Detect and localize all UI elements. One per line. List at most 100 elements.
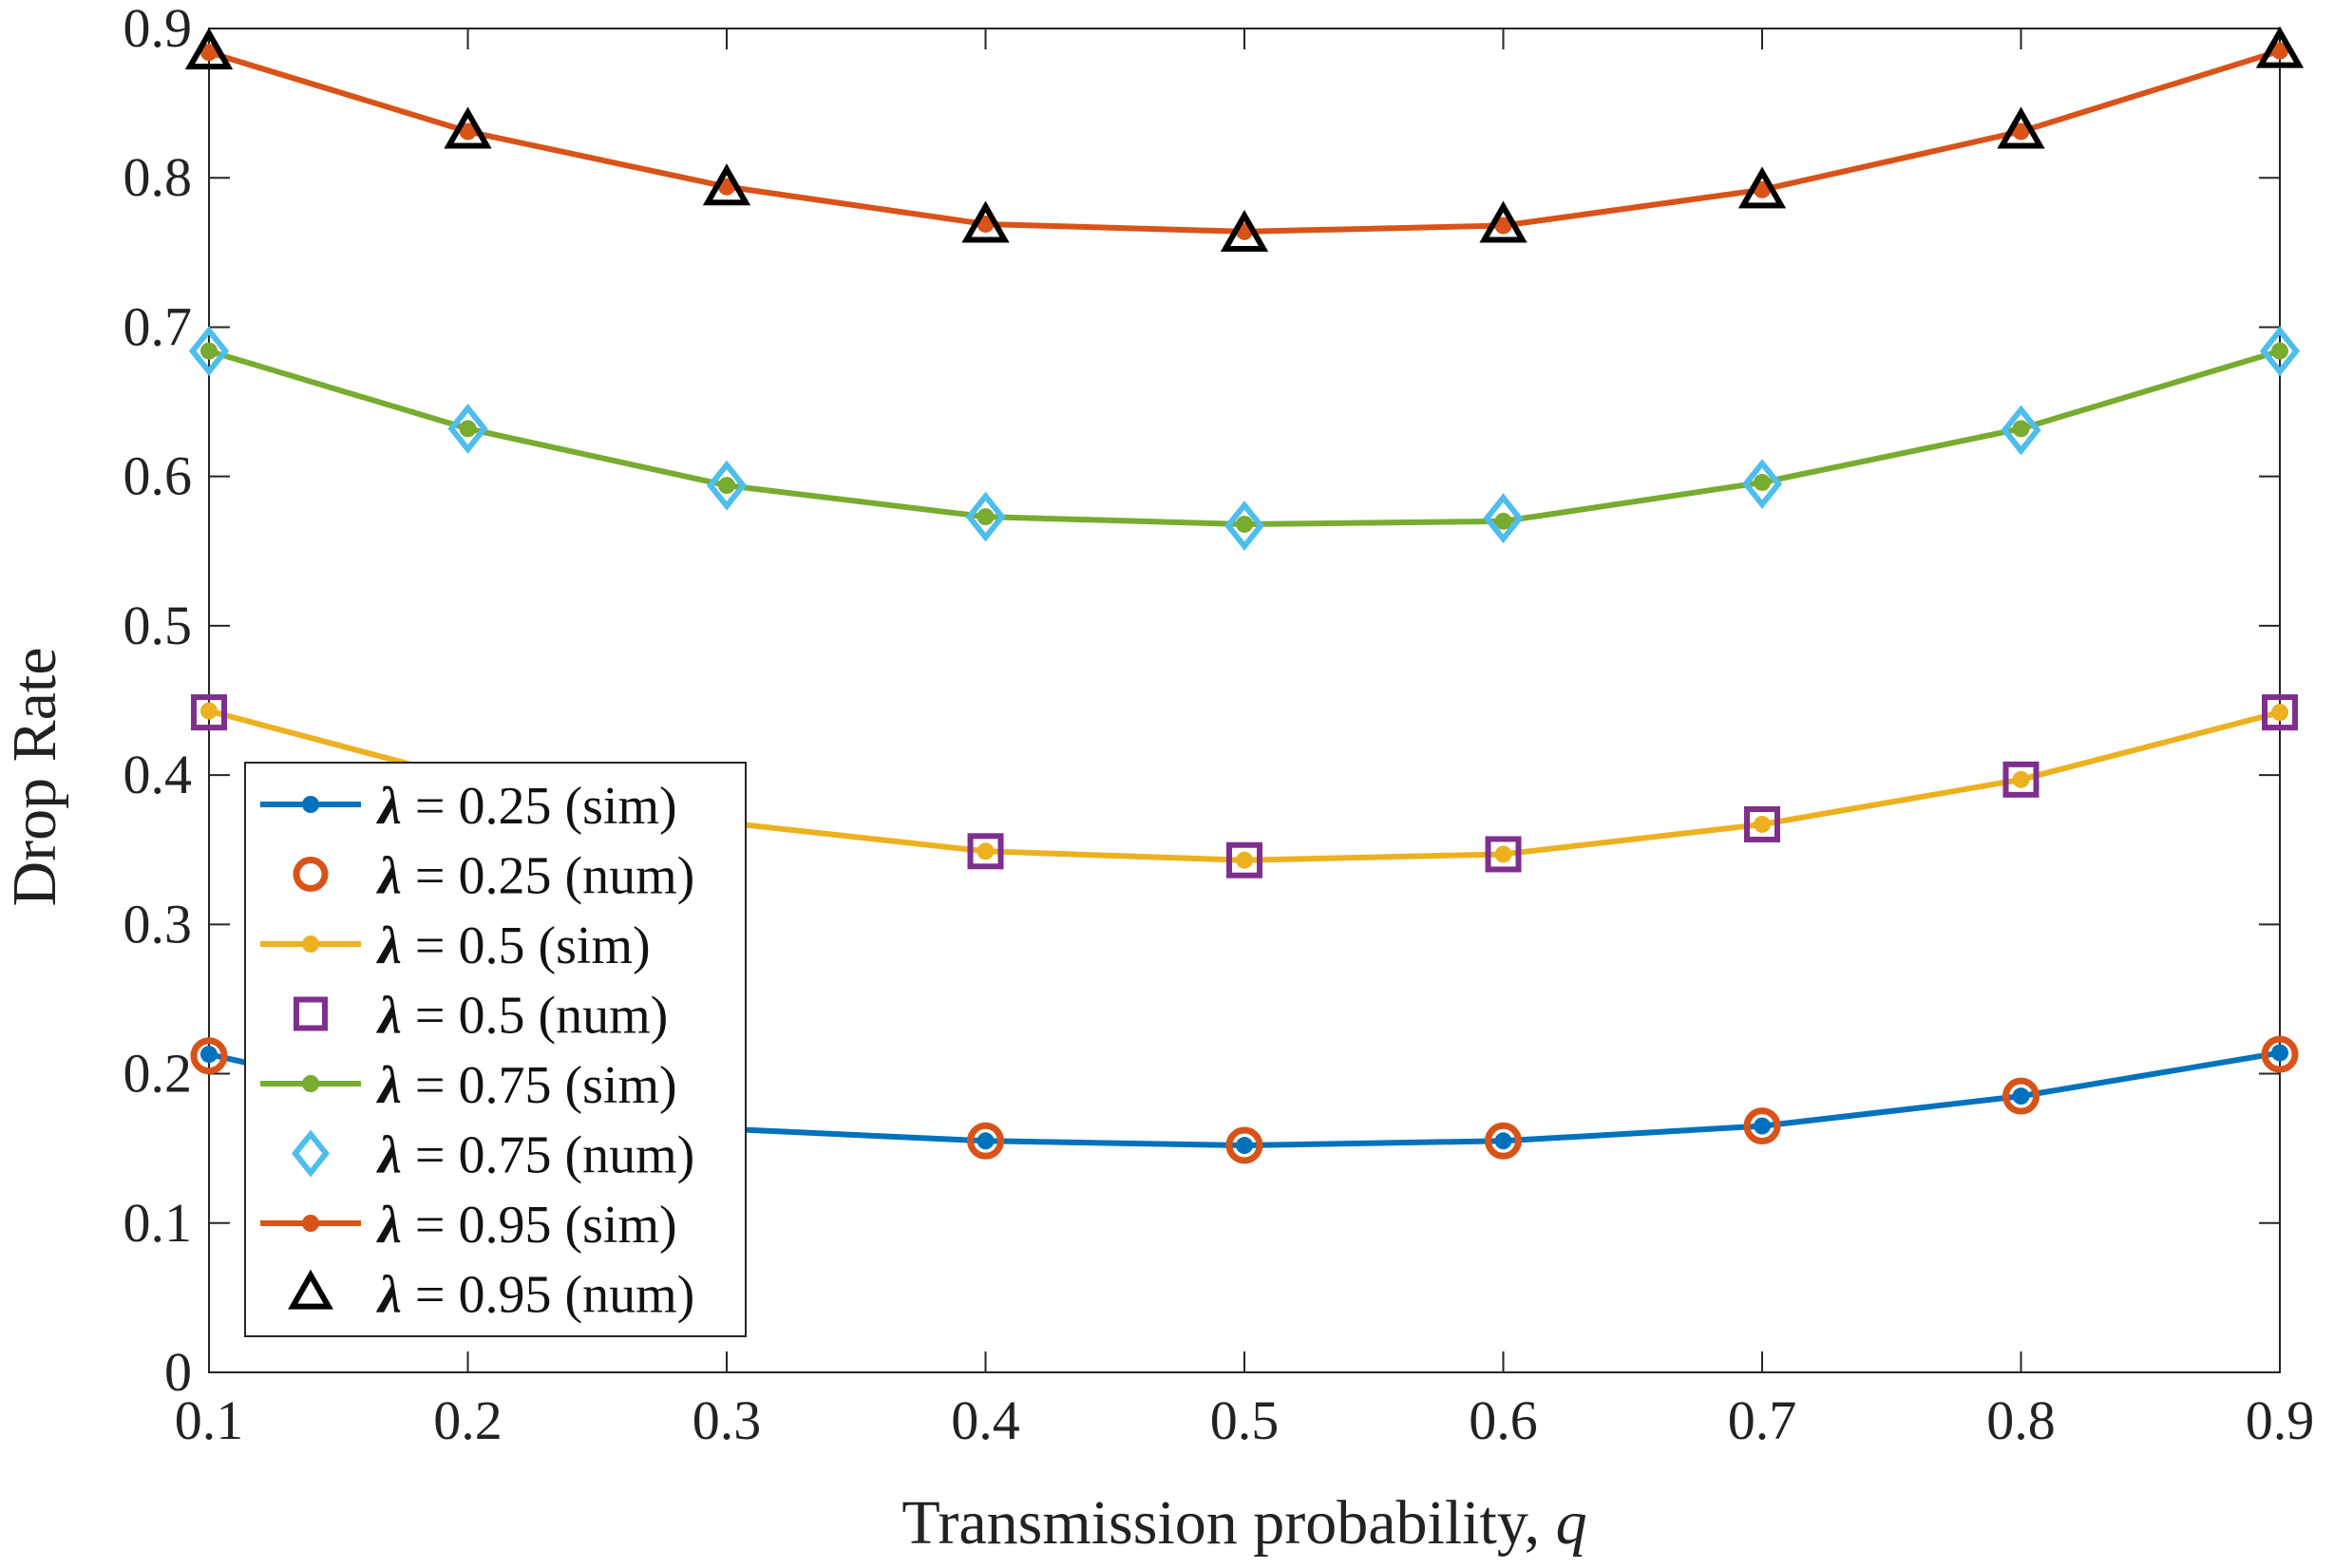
legend-label: λ = 0.75 (sim) [376,1056,677,1115]
legend-lambda: λ [376,777,402,836]
data-marker [2255,26,2305,68]
data-marker [961,200,1010,243]
data-point [200,342,218,360]
data-marker [2259,326,2301,377]
data-marker [965,491,1006,542]
data-marker [1741,459,1783,509]
x-tick-label: 0.9 [2246,1389,2315,1451]
legend-text: = 0.25 (num) [402,847,694,906]
legend-lambda: λ [376,1266,402,1325]
legend-box [244,762,747,1337]
legend-marker [294,996,328,1031]
data-point [1754,180,1771,198]
legend-dot [302,796,319,813]
data-marker [188,326,230,377]
legend-text: = 0.95 (num) [402,1266,694,1325]
x-tick-label: 0.6 [1469,1389,1538,1451]
legend-entry: λ = 0.25 (num) [293,847,694,906]
data-point [2012,770,2030,788]
y-tick-label: 0.7 [123,295,193,357]
data-marker [1483,493,1524,544]
data-point [1754,473,1771,491]
legend-entry: λ = 0.25 (sim) [260,777,677,836]
data-marker [1479,200,1528,243]
data-point [977,215,995,233]
data-point [2012,420,2030,438]
data-marker [2002,761,2040,798]
legend-entry: λ = 0.75 (num) [291,1126,694,1185]
data-point [200,44,218,62]
legend-label: λ = 0.25 (num) [376,847,694,906]
x-tick-label: 0.8 [1986,1389,2056,1451]
y-tick-label: 0.2 [123,1043,193,1105]
data-marker [967,1122,1004,1160]
y-tick-label: 0.8 [123,146,193,208]
legend-entry: λ = 0.95 (num) [288,1266,694,1325]
data-marker [2001,405,2041,456]
legend-marker [293,857,329,892]
data-point [1494,217,1512,235]
y-tick-label: 0.5 [123,595,193,656]
x-tick-label: 0.2 [433,1389,503,1451]
y-tick-label: 0.6 [123,445,193,507]
data-marker [1737,166,1787,209]
data-point [977,508,995,526]
x-tick-label: 0.7 [1728,1389,1797,1451]
data-marker [1225,1126,1263,1164]
data-point [2271,342,2288,360]
legend-text: = 0.75 (num) [402,1126,694,1185]
legend-label: λ = 0.95 (sim) [376,1196,677,1255]
data-marker [702,163,751,206]
data-point [1494,1132,1512,1150]
data-point [977,842,995,860]
y-tick-label: 0 [164,1341,192,1403]
data-marker [2261,1035,2299,1073]
legend-marker [291,1129,331,1178]
legend-text: = 0.25 (sim) [402,777,677,836]
legend-entry: λ = 0.75 (sim) [260,1056,677,1115]
data-marker [1743,1107,1781,1145]
data-marker [2002,1077,2040,1115]
data-point [2271,42,2288,60]
legend-label: λ = 0.75 (num) [376,1126,694,1185]
legend-label: λ = 0.25 (sim) [376,777,677,836]
data-point [459,123,477,141]
x-tick-label: 0.5 [1210,1389,1280,1451]
data-point [718,477,735,495]
x-tick-label: 0.1 [175,1389,244,1451]
data-marker [967,833,1004,870]
data-point [977,1132,995,1150]
legend-lambda: λ [376,1056,402,1115]
data-point [1236,515,1253,533]
data-point [200,1046,218,1064]
data-marker [1226,841,1262,878]
data-point [1236,851,1253,869]
data-point [200,702,218,720]
legend-lambda: λ [376,987,402,1046]
data-marker [1744,805,1780,842]
data-marker [444,106,492,149]
legend-entry: λ = 0.5 (num) [294,987,668,1046]
legend-text: = 0.95 (sim) [402,1196,677,1255]
y-tick-label: 0.4 [123,744,193,805]
x-tick-label: 0.3 [693,1389,762,1451]
legend-lambda: λ [376,916,402,975]
data-marker [190,1037,228,1075]
data-marker [1485,1122,1522,1160]
data-point [2012,123,2030,141]
data-marker [447,403,488,454]
legend-lambda: λ [376,1196,402,1255]
legend-text: = 0.5 (sim) [402,916,651,975]
data-point [459,420,477,438]
legend-text: = 0.5 (num) [402,987,668,1046]
series-5 [188,326,2301,551]
data-point [1754,1117,1771,1135]
data-marker [191,694,227,731]
legend-lambda: λ [376,1126,402,1185]
series-4 [200,342,2288,533]
legend-dot [302,935,319,953]
y-tick-label: 0.1 [123,1192,193,1254]
data-point [2012,1087,2030,1105]
data-marker [184,28,234,70]
